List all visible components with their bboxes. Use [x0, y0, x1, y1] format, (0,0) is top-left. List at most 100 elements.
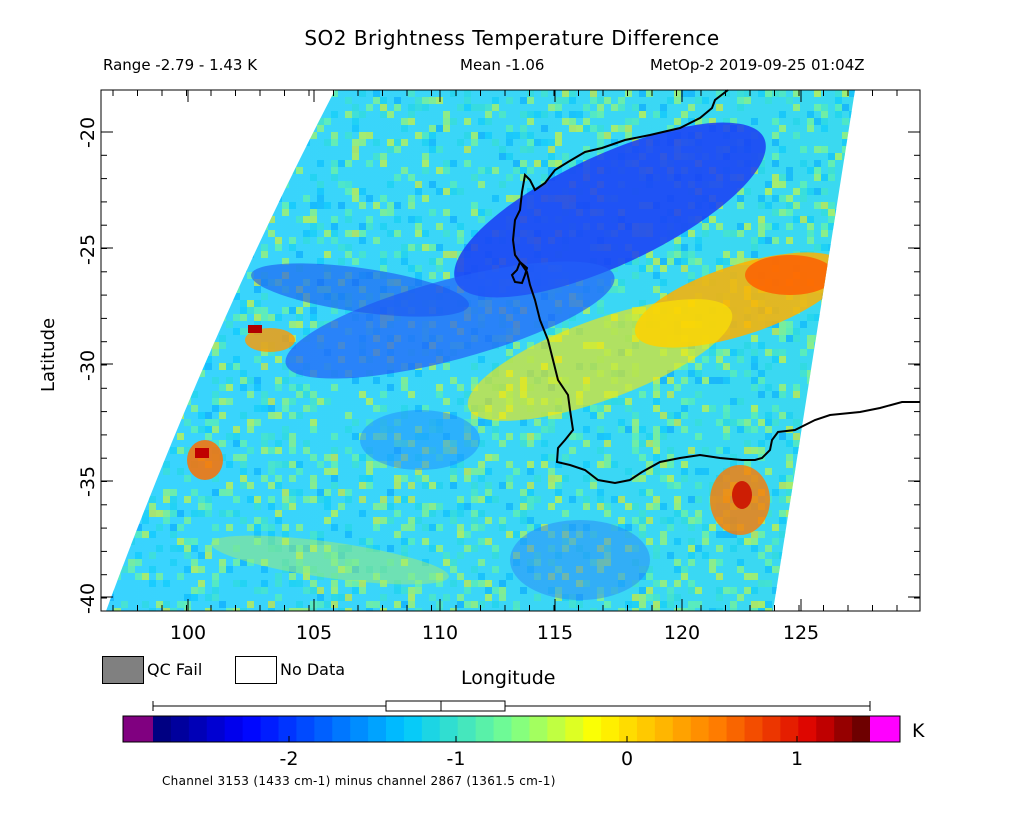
- data-pixel: [737, 559, 744, 566]
- data-pixel: [345, 216, 352, 223]
- data-pixel: [730, 587, 737, 594]
- data-pixel: [555, 552, 562, 559]
- data-pixel: [331, 216, 338, 223]
- data-pixel: [548, 139, 555, 146]
- data-pixel: [310, 545, 317, 552]
- data-pixel: [506, 531, 513, 538]
- data-pixel: [653, 552, 660, 559]
- data-pixel: [422, 230, 429, 237]
- data-pixel: [583, 153, 590, 160]
- data-pixel: [611, 496, 618, 503]
- data-pixel: [492, 195, 499, 202]
- data-pixel: [541, 174, 548, 181]
- data-pixel: [450, 90, 457, 97]
- data-pixel: [716, 545, 723, 552]
- data-pixel: [492, 566, 499, 573]
- colorbar-cell: [726, 716, 746, 742]
- data-pixel: [289, 496, 296, 503]
- colorbar-cell: [816, 716, 835, 742]
- data-pixel: [422, 139, 429, 146]
- data-pixel: [401, 167, 408, 174]
- data-pixel: [331, 580, 338, 587]
- data-pixel: [331, 384, 338, 391]
- data-pixel: [359, 391, 366, 398]
- data-pixel: [415, 132, 422, 139]
- data-pixel: [408, 118, 415, 125]
- data-pixel: [569, 160, 576, 167]
- data-pixel: [394, 139, 401, 146]
- data-pixel: [695, 587, 702, 594]
- data-pixel: [597, 125, 604, 132]
- data-pixel: [443, 125, 450, 132]
- data-pixel: [793, 188, 800, 195]
- data-pixel: [695, 118, 702, 125]
- data-pixel: [744, 426, 751, 433]
- colorbar-cell: [708, 716, 728, 742]
- data-pixel: [737, 251, 744, 258]
- data-pixel: [485, 118, 492, 125]
- data-pixel: [597, 461, 604, 468]
- data-pixel: [275, 237, 282, 244]
- data-pixel: [723, 377, 730, 384]
- data-pixel: [450, 517, 457, 524]
- data-pixel: [793, 202, 800, 209]
- data-pixel: [373, 90, 380, 97]
- data-pixel: [429, 132, 436, 139]
- data-pixel: [548, 587, 555, 594]
- data-pixel: [527, 90, 534, 97]
- data-pixel: [548, 104, 555, 111]
- data-pixel: [730, 608, 737, 611]
- data-pixel: [492, 426, 499, 433]
- data-pixel: [611, 104, 618, 111]
- data-pixel: [583, 503, 590, 510]
- data-pixel: [618, 125, 625, 132]
- data-pixel: [695, 496, 702, 503]
- data-pixel: [261, 440, 268, 447]
- data-pixel: [261, 405, 268, 412]
- data-pixel: [198, 496, 205, 503]
- data-pixel: [520, 419, 527, 426]
- data-pixel: [639, 594, 646, 601]
- data-pixel: [310, 209, 317, 216]
- data-pixel: [492, 545, 499, 552]
- data-pixel: [240, 300, 247, 307]
- colorbar-over: [870, 716, 900, 742]
- data-pixel: [604, 552, 611, 559]
- data-pixel: [744, 447, 751, 454]
- data-pixel: [359, 202, 366, 209]
- data-pixel: [814, 118, 821, 125]
- data-pixel: [450, 559, 457, 566]
- data-pixel: [338, 566, 345, 573]
- data-pixel: [310, 132, 317, 139]
- data-pixel: [170, 503, 177, 510]
- data-pixel: [254, 538, 261, 545]
- data-pixel: [268, 314, 275, 321]
- data-pixel: [653, 594, 660, 601]
- data-pixel: [478, 580, 485, 587]
- data-pixel: [590, 90, 597, 97]
- data-pixel: [499, 482, 506, 489]
- data-pixel: [114, 608, 121, 611]
- colorbar-cell: [834, 716, 853, 742]
- data-pixel: [723, 251, 730, 258]
- data-pixel: [618, 517, 625, 524]
- data-pixel: [653, 111, 660, 118]
- data-pixel: [520, 146, 527, 153]
- data-pixel: [842, 118, 849, 125]
- data-pixel: [429, 573, 436, 580]
- data-pixel: [499, 587, 506, 594]
- data-pixel: [289, 573, 296, 580]
- data-pixel: [562, 321, 569, 328]
- data-pixel: [415, 272, 422, 279]
- data-pixel: [345, 188, 352, 195]
- data-pixel: [457, 594, 464, 601]
- data-pixel: [331, 468, 338, 475]
- data-pixel: [632, 412, 639, 419]
- data-pixel: [793, 104, 800, 111]
- data-pixel: [254, 384, 261, 391]
- data-pixel: [373, 524, 380, 531]
- data-pixel: [247, 307, 254, 314]
- data-pixel: [296, 412, 303, 419]
- data-pixel: [387, 503, 394, 510]
- data-pixel: [737, 90, 744, 97]
